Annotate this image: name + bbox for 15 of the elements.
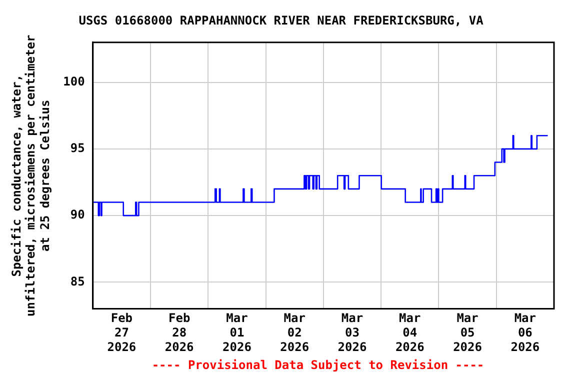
y-tick-label: 85	[70, 274, 85, 288]
chart-title: USGS 01668000 RAPPAHANNOCK RIVER NEAR FREDERICKSBURG, VA	[78, 13, 484, 28]
x-tick-label: Mar 06 2026	[510, 311, 540, 354]
x-tick-label: Mar 02 2026	[280, 311, 310, 354]
y-tick-label: 95	[70, 141, 85, 156]
y-tick-label: 90	[70, 208, 85, 222]
x-tick-label: Feb 27 2026	[107, 311, 136, 354]
x-tick-label: Mar 03 2026	[338, 311, 367, 354]
text: ---- Provisional Data Subject to Revision ----	[150, 358, 486, 372]
x-tick-label: Mar 04 2026	[395, 311, 424, 354]
y-tick-label: 100	[63, 74, 85, 88]
x-tick-label: Feb 28 2026	[164, 311, 194, 354]
x-tick-label: Mar 05 2026	[453, 311, 482, 354]
x-tick-label: Mar 01 2026	[222, 311, 252, 354]
y-axis-title: Specific conductance, water, unfiltered, microsiemens per centimeter at 25 degrees Celsius	[9, 34, 52, 316]
